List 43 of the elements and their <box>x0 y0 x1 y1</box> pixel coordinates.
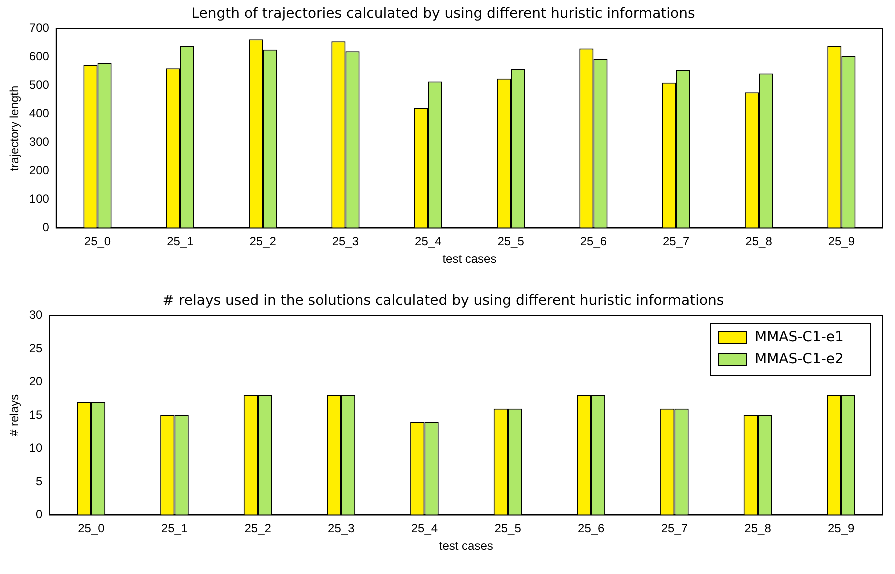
chart-title: Length of trajectories calculated by using different huristic informations <box>192 6 696 22</box>
x-axis-title: test cases <box>439 539 494 554</box>
y-tick-label: 500 <box>29 78 50 92</box>
y-tick-label: 0 <box>36 508 44 522</box>
x-tick-label: 25_6 <box>580 234 608 249</box>
y-tick-label: 100 <box>29 192 50 206</box>
y-tick-label: 200 <box>29 164 50 178</box>
x-tick-label: 25_3 <box>332 234 360 249</box>
x-tick-label: 25_0 <box>78 522 106 536</box>
x-tick-label: 25_6 <box>578 522 606 536</box>
legend-label: MMAS-C1-e2 <box>755 351 844 368</box>
x-tick-label: 25_0 <box>84 234 112 249</box>
y-axis-title: trajectory length <box>8 86 22 172</box>
y-tick-label: 600 <box>29 50 50 64</box>
x-tick-label: 25_8 <box>744 522 772 536</box>
y-tick-label: 15 <box>29 408 44 422</box>
y-tick-label: 300 <box>29 135 50 150</box>
y-tick-label: 400 <box>29 106 50 121</box>
x-tick-label: 25_1 <box>167 234 194 249</box>
y-tick-label: 5 <box>36 474 44 488</box>
x-tick-label: 25_4 <box>411 522 438 536</box>
x-tick-label: 25_8 <box>746 234 773 249</box>
x-tick-label: 25_5 <box>498 234 525 249</box>
x-tick-label: 25_1 <box>161 522 188 536</box>
y-tick-label: 0 <box>42 220 50 235</box>
y-tick-label: 25 <box>29 341 44 356</box>
x-tick-label: 25_2 <box>250 234 277 249</box>
y-axis-title: # relays <box>8 394 22 437</box>
x-tick-label: 25_7 <box>663 234 690 249</box>
x-tick-label: 25_4 <box>415 234 442 249</box>
y-tick-label: 20 <box>29 374 44 389</box>
y-tick-label: 10 <box>29 441 44 456</box>
x-tick-label: 25_2 <box>244 522 272 536</box>
x-tick-label: 25_3 <box>328 522 356 536</box>
chart-title: # relays used in the solutions calculated by using different huristic informations <box>162 293 724 310</box>
x-axis-title: test cases <box>442 252 497 266</box>
y-tick-label: 30 <box>29 308 44 322</box>
x-tick-label: 25_7 <box>661 522 688 536</box>
y-tick-label: 700 <box>29 21 50 36</box>
x-tick-label: 25_5 <box>494 522 522 536</box>
legend-label: MMAS-C1-e1 <box>755 329 844 346</box>
x-tick-label: 25_9 <box>828 522 856 536</box>
x-tick-label: 25_9 <box>828 234 856 249</box>
